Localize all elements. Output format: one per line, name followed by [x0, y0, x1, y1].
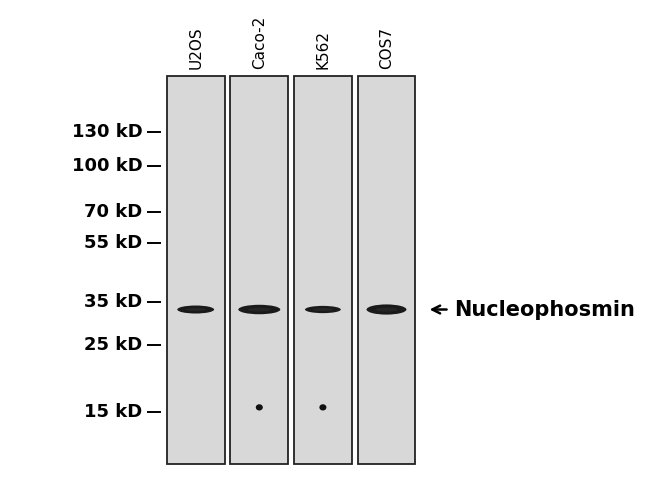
Text: 55 kD: 55 kD	[84, 235, 142, 252]
Ellipse shape	[239, 305, 280, 314]
Ellipse shape	[313, 308, 333, 311]
Circle shape	[320, 405, 326, 410]
Text: 35 kD: 35 kD	[84, 293, 142, 311]
Text: COS7: COS7	[379, 27, 394, 69]
Text: Caco-2: Caco-2	[252, 16, 266, 69]
Bar	[358, 76, 415, 464]
Ellipse shape	[376, 308, 397, 311]
Text: Nucleophosmin: Nucleophosmin	[454, 300, 635, 319]
Text: 25 kD: 25 kD	[84, 336, 142, 355]
Circle shape	[257, 405, 262, 410]
Text: U2OS: U2OS	[188, 26, 203, 69]
Text: 130 kD: 130 kD	[72, 123, 142, 141]
Text: 100 kD: 100 kD	[72, 157, 142, 175]
Bar	[294, 76, 352, 464]
Ellipse shape	[185, 308, 206, 311]
Ellipse shape	[177, 306, 214, 313]
Bar	[166, 76, 225, 464]
Ellipse shape	[248, 308, 271, 311]
Ellipse shape	[367, 305, 406, 314]
Bar	[230, 76, 288, 464]
Text: 70 kD: 70 kD	[84, 203, 142, 221]
Text: K562: K562	[315, 30, 330, 69]
Ellipse shape	[305, 306, 341, 313]
Text: 15 kD: 15 kD	[84, 403, 142, 421]
